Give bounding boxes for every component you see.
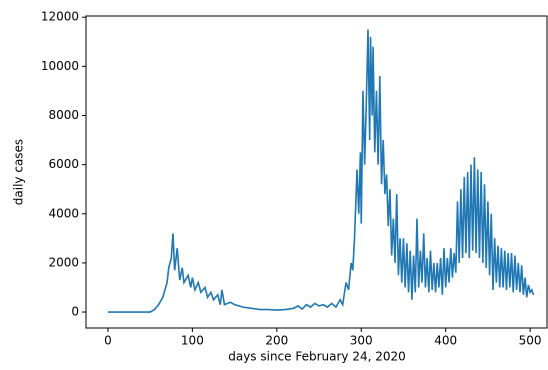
x-tick-label: 400 bbox=[434, 334, 457, 348]
x-tick-label: 500 bbox=[519, 334, 542, 348]
x-tick-label: 0 bbox=[104, 334, 112, 348]
plot-frame bbox=[85, 15, 548, 329]
y-axis-label: daily cases bbox=[12, 139, 26, 205]
y-tick-label: 12000 bbox=[41, 10, 79, 24]
x-tick-label: 300 bbox=[350, 334, 373, 348]
y-tick-label: 6000 bbox=[48, 157, 79, 171]
y-tick-label: 2000 bbox=[48, 255, 79, 269]
line bbox=[107, 29, 535, 313]
y-tick-label: 0 bbox=[71, 305, 79, 319]
y-tick-label: 8000 bbox=[48, 108, 79, 122]
x-axis-label: days since February 24, 2020 bbox=[228, 350, 406, 364]
y-tick-label: 4000 bbox=[48, 206, 79, 220]
y-tick-label: 10000 bbox=[41, 59, 79, 73]
x-tick-label: 100 bbox=[181, 334, 204, 348]
x-tick-label: 200 bbox=[265, 334, 288, 348]
